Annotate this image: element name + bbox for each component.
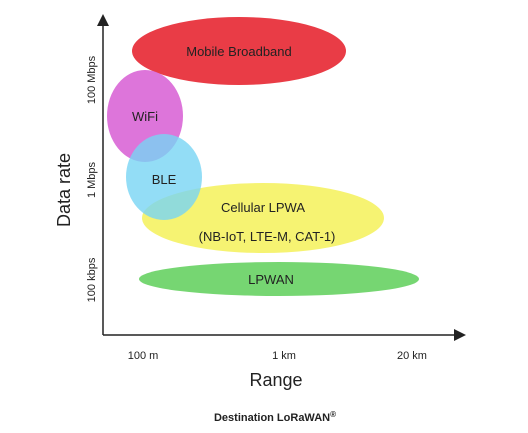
x-tick-100m: 100 m — [128, 350, 159, 362]
label-wifi: WiFi — [132, 109, 158, 124]
y-tick-100mbps: 100 Mbps — [86, 55, 98, 104]
x-tick-1km: 1 km — [272, 350, 296, 362]
bubble-ble — [126, 134, 202, 220]
caption: Destination LoRaWAN® — [214, 410, 336, 424]
label-ble: BLE — [152, 172, 177, 187]
caption-text: Destination LoRaWAN — [214, 412, 330, 424]
bubble-mobile-broadband — [132, 17, 346, 85]
bubble-cellular-lpwa — [142, 183, 384, 253]
label-mobile-broadband: Mobile Broadband — [186, 44, 292, 59]
label-lpwan: LPWAN — [248, 272, 294, 287]
x-tick-20km: 20 km — [397, 350, 427, 362]
bubble-lpwan — [139, 262, 419, 296]
y-tick-100kbps: 100 kbps — [86, 257, 98, 302]
caption-registered-mark: ® — [330, 410, 336, 419]
x-axis-title: Range — [249, 370, 302, 390]
y-axis-title: Data rate — [54, 153, 74, 227]
label-cellular-lpwa-tech: (NB-IoT, LTE-M, CAT-1) — [199, 229, 336, 244]
y-tick-1mbps: 1 Mbps — [86, 161, 98, 198]
label-cellular-lpwa: Cellular LPWA — [221, 200, 305, 215]
